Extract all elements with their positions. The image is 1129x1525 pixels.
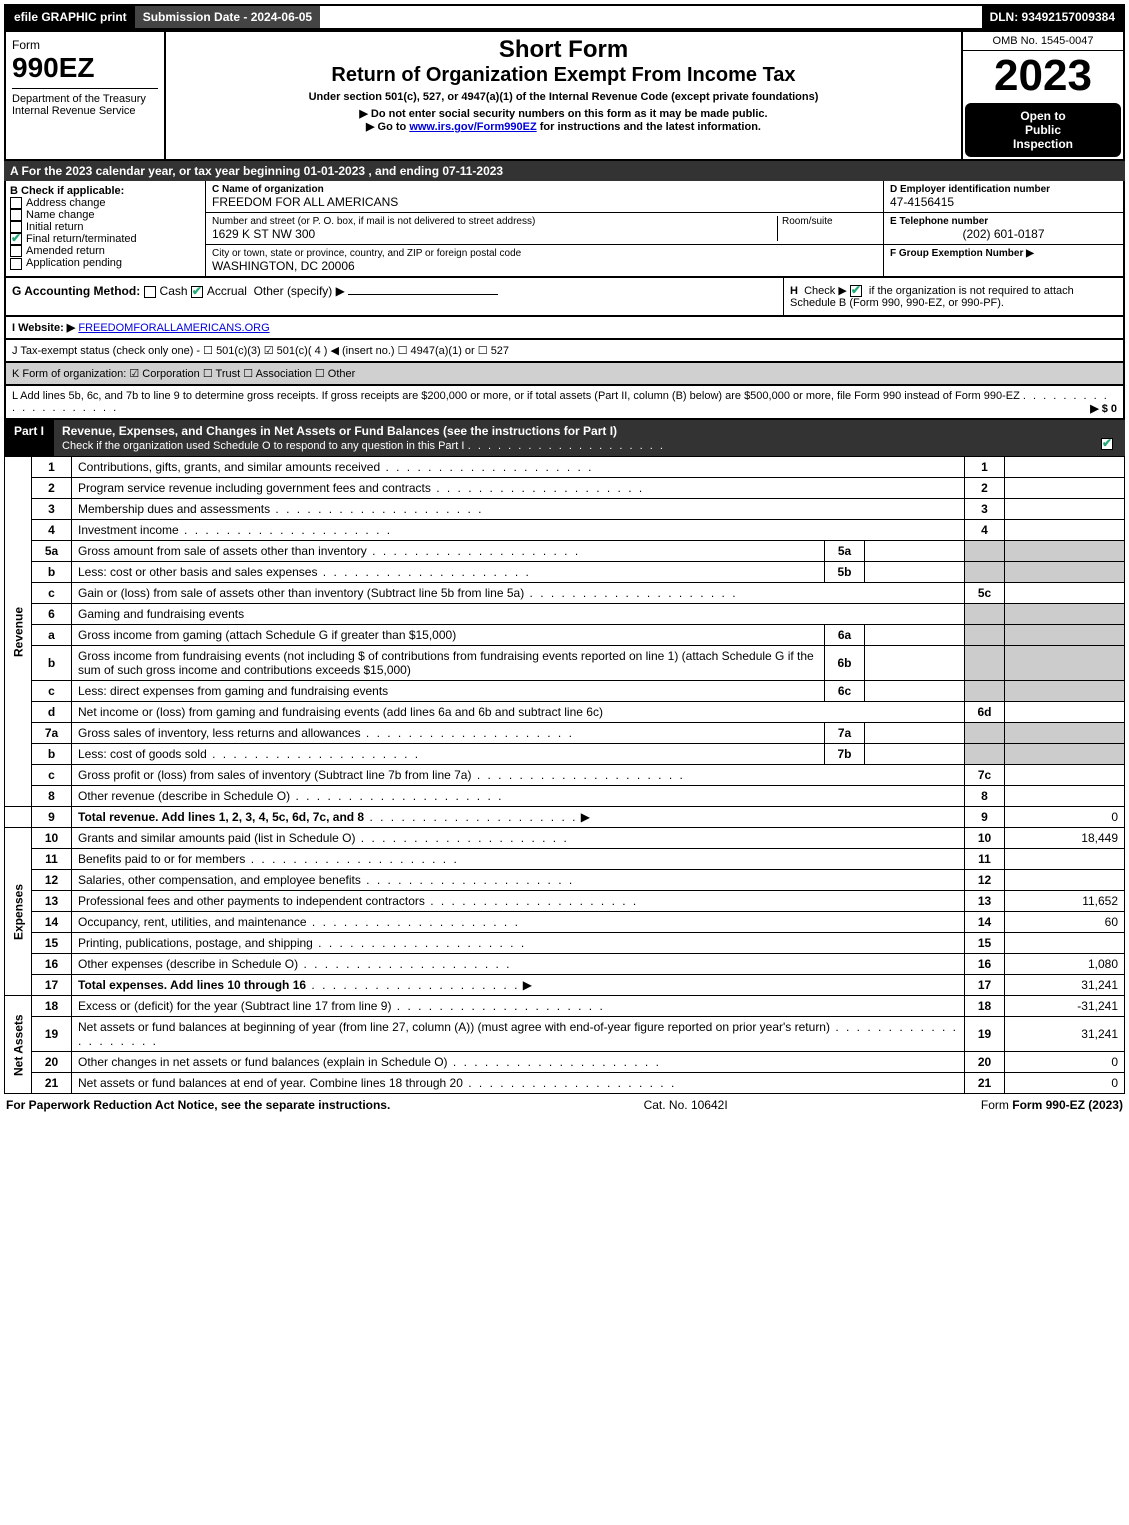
irs-link[interactable]: www.irs.gov/Form990EZ [409,121,536,133]
chk-final-return[interactable] [10,233,22,245]
main-title: Return of Organization Exempt From Incom… [170,64,957,87]
amt-10: 18,449 [1005,828,1125,849]
org-info-grid: B Check if applicable: Address change Na… [4,181,1125,278]
addr-label: Number and street (or P. O. box, if mail… [212,216,777,227]
street-address: 1629 K ST NW 300 [212,227,777,241]
main-table: Revenue 1 Contributions, gifts, grants, … [4,456,1125,1094]
netassets-side-label: Net Assets [5,996,32,1094]
submission-date: Submission Date - 2024-06-05 [135,6,320,28]
total-expenses: 31,241 [1005,975,1125,996]
room-label: Room/suite [782,216,877,227]
h-label: H [790,285,798,297]
amt-18: -31,241 [1005,996,1125,1017]
amt-16: 1,080 [1005,954,1125,975]
amt-21: 0 [1005,1073,1125,1094]
tax-year: 2023 [963,51,1123,101]
f-label: F Group Exemption Number ▶ [884,245,1123,262]
note2-post: for instructions and the latest informat… [540,121,761,133]
footer-mid: Cat. No. 10642I [644,1098,728,1112]
phone: (202) 601-0187 [890,227,1117,241]
box-b-title: B Check if applicable: [10,185,201,197]
open-inspection: Open to Public Inspection [965,103,1121,157]
section-a: A For the 2023 calendar year, or tax yea… [4,161,1125,181]
part-i-header: Part I Revenue, Expenses, and Changes in… [4,420,1125,456]
part-i-tag: Part I [4,420,54,456]
chk-schedule-b[interactable] [850,285,862,297]
amt-20: 0 [1005,1052,1125,1073]
efile-label: efile GRAPHIC print [6,6,135,28]
amt-14: 60 [1005,912,1125,933]
city-state-zip: WASHINGTON, DC 20006 [212,259,877,273]
line-k: K Form of organization: ☑ Corporation ☐ … [4,363,1125,386]
chk-app-pending[interactable] [10,258,22,270]
form-header: Form 990EZ Department of the Treasury In… [4,30,1125,161]
chk-accrual[interactable] [191,286,203,298]
ein: 47-4156415 [890,195,1117,209]
dept-line1: Department of the Treasury [12,93,158,105]
line-j: J Tax-exempt status (check only one) - ☐… [4,340,1125,363]
chk-amended[interactable] [10,245,22,257]
e-label: E Telephone number [890,216,1117,227]
line-i: I Website: ▶ FREEDOMFORALLAMERICANS.ORG [4,317,1125,340]
expenses-side-label: Expenses [5,828,32,996]
note2-pre: ▶ Go to [366,121,409,133]
part-i-title: Revenue, Expenses, and Changes in Net As… [62,424,617,438]
chk-name-change[interactable] [10,209,22,221]
note-ssn: ▶ Do not enter social security numbers o… [170,107,957,120]
website-link[interactable]: FREEDOMFORALLAMERICANS.ORG [78,322,269,334]
footer-right: Form Form 990-EZ (2023) [981,1098,1123,1112]
line-l: L Add lines 5b, 6c, and 7b to line 9 to … [4,386,1125,420]
total-revenue: 0 [1005,807,1125,828]
dept-line2: Internal Revenue Service [12,105,158,117]
form-word: Form [12,38,158,52]
short-form-title: Short Form [170,36,957,64]
dln: DLN: 93492157009384 [982,6,1123,28]
page-footer: For Paperwork Reduction Act Notice, see … [4,1094,1125,1116]
omb: OMB No. 1545-0047 [963,32,1123,51]
amt-19: 31,241 [1005,1017,1125,1052]
d-label: D Employer identification number [890,184,1117,195]
amt-13: 11,652 [1005,891,1125,912]
part-i-check: Check if the organization used Schedule … [62,440,464,452]
org-name: FREEDOM FOR ALL AMERICANS [212,195,877,209]
city-label: City or town, state or province, country… [212,248,877,259]
top-strip: efile GRAPHIC print Submission Date - 20… [4,4,1125,30]
chk-schedule-o[interactable] [1101,438,1113,450]
footer-left: For Paperwork Reduction Act Notice, see … [6,1098,390,1112]
form-number: 990EZ [12,52,158,84]
subtitle: Under section 501(c), 527, or 4947(a)(1)… [170,91,957,103]
g-label: G Accounting Method: [12,284,140,298]
line-l-amount: ▶ $ 0 [1090,402,1117,415]
revenue-side-label: Revenue [5,457,32,807]
chk-cash[interactable] [144,286,156,298]
chk-address-change[interactable] [10,197,22,209]
line-g-h: G Accounting Method: Cash Accrual Other … [4,278,1125,317]
c-label: C Name of organization [212,184,877,195]
